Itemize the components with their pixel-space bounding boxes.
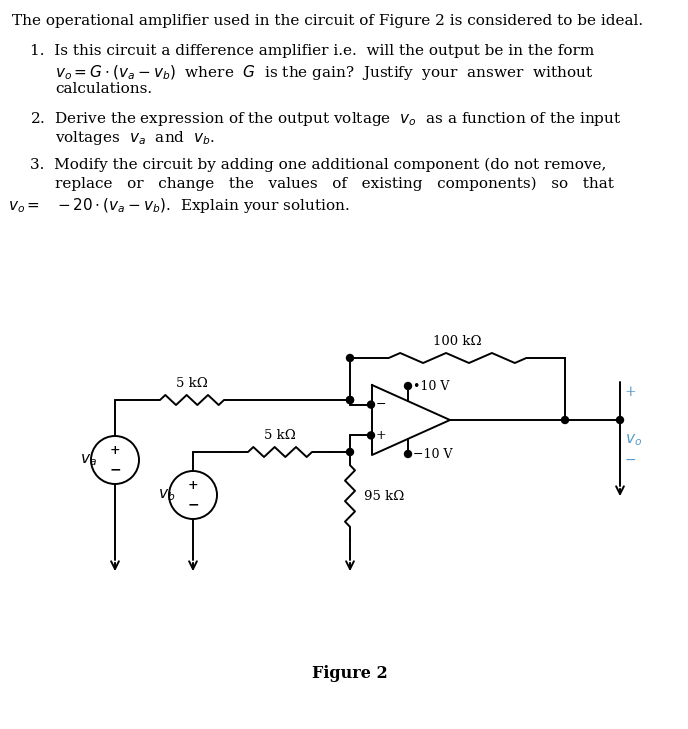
Circle shape xyxy=(347,397,354,403)
Text: 2.  Derive the expression of the output voltage  $v_o$  as a function of the inp: 2. Derive the expression of the output v… xyxy=(30,110,621,128)
Text: +: + xyxy=(625,385,636,399)
Circle shape xyxy=(367,432,374,439)
Text: −: − xyxy=(376,398,387,411)
Text: $v_b$: $v_b$ xyxy=(158,487,175,503)
Text: 95 kΩ: 95 kΩ xyxy=(364,489,405,502)
Text: replace   or   change   the   values   of   existing   components)   so   that: replace or change the values of existing… xyxy=(55,177,614,192)
Circle shape xyxy=(405,451,411,458)
Text: 5 kΩ: 5 kΩ xyxy=(176,377,208,390)
Text: −10 V: −10 V xyxy=(413,448,453,461)
Text: The operational amplifier used in the circuit of Figure 2 is considered to be id: The operational amplifier used in the ci… xyxy=(12,14,643,28)
Text: 3.  Modify the circuit by adding one additional component (do not remove,: 3. Modify the circuit by adding one addi… xyxy=(30,158,606,172)
Text: +: + xyxy=(188,480,198,492)
Text: $v_o$: $v_o$ xyxy=(625,432,642,448)
Text: 1.  Is this circuit a difference amplifier i.e.  will the output be in the form: 1. Is this circuit a difference amplifie… xyxy=(30,44,594,58)
Text: 5 kΩ: 5 kΩ xyxy=(264,429,296,442)
Text: −: − xyxy=(187,497,199,511)
Text: −: − xyxy=(109,462,121,476)
Text: $v_o=$   $-\,20 \cdot (v_a - v_b)$.  Explain your solution.: $v_o=$ $-\,20 \cdot (v_a - v_b)$. Explai… xyxy=(8,196,350,215)
Text: $v_a$: $v_a$ xyxy=(80,452,97,468)
Circle shape xyxy=(616,416,623,424)
Text: +: + xyxy=(376,429,387,442)
Circle shape xyxy=(367,401,374,408)
Circle shape xyxy=(561,416,568,424)
Circle shape xyxy=(347,354,354,362)
Text: voltages  $v_a$  and  $v_b$.: voltages $v_a$ and $v_b$. xyxy=(55,129,215,147)
Text: 100 kΩ: 100 kΩ xyxy=(433,335,482,348)
Text: •10 V: •10 V xyxy=(413,380,449,392)
Text: calculations.: calculations. xyxy=(55,82,152,96)
Circle shape xyxy=(405,383,411,389)
Circle shape xyxy=(347,448,354,456)
Text: $v_o = G \cdot (v_a - v_b)$  where  $G$  is the gain?  Justify  your  answer  wi: $v_o = G \cdot (v_a - v_b)$ where $G$ is… xyxy=(55,63,593,82)
Text: Figure 2: Figure 2 xyxy=(312,665,388,682)
Circle shape xyxy=(347,397,354,403)
Text: −: − xyxy=(625,453,636,467)
Text: +: + xyxy=(109,445,120,457)
